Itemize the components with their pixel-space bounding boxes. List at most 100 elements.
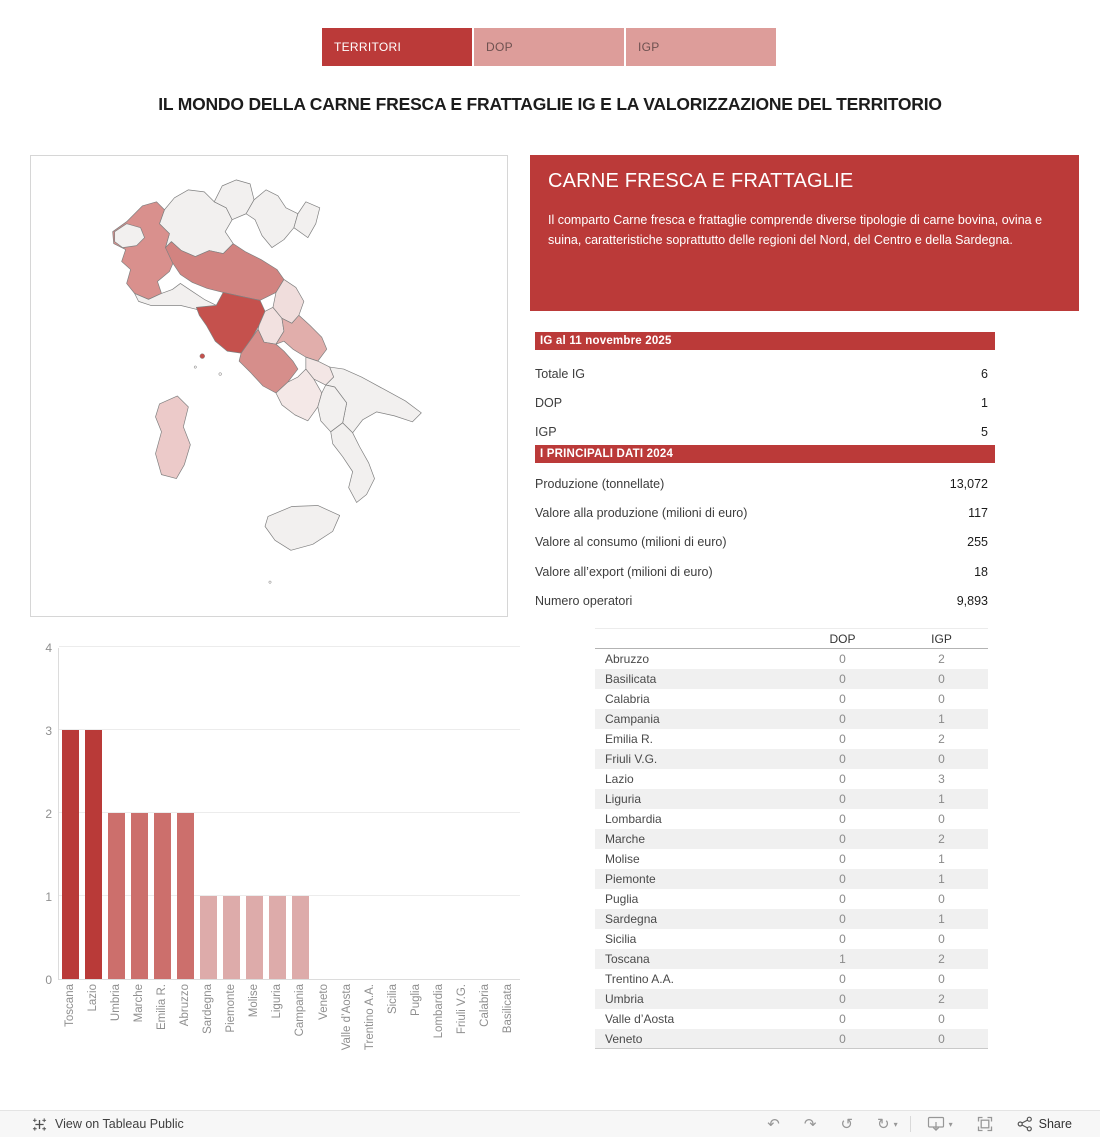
stat-label: Produzione (tonnellate) [535, 476, 665, 491]
bar-Liguria[interactable] [269, 896, 287, 979]
redo-icon[interactable]: ↷ [803, 1115, 817, 1133]
tab-territori[interactable]: TERRITORI [322, 28, 472, 66]
bar-Sardegna[interactable] [200, 896, 218, 979]
table-row[interactable]: Valle d’Aosta 0 0 [595, 1009, 988, 1029]
table-row[interactable]: Lazio 0 3 [595, 769, 988, 789]
tableau-logo-icon [32, 1117, 47, 1131]
table-cell-region: Basilicata [605, 672, 657, 686]
refresh-icon[interactable]: ↻ [877, 1115, 890, 1133]
table-cell-igp: 0 [938, 1012, 945, 1026]
table-cell-igp: 0 [938, 672, 945, 686]
table-row[interactable]: Trentino A.A. 0 0 [595, 969, 988, 989]
table-row[interactable]: Puglia 0 0 [595, 889, 988, 909]
table-cell-dop: 0 [839, 712, 846, 726]
download-caret-icon[interactable]: ▾ [948, 1119, 953, 1129]
table-row[interactable]: Lombardia 0 0 [595, 809, 988, 829]
fullscreen-icon[interactable] [977, 1116, 993, 1132]
map-region-sardegna[interactable] [155, 395, 191, 479]
table-row[interactable]: Liguria 0 1 [595, 789, 988, 809]
bar-Abruzzo[interactable] [177, 813, 195, 979]
bar-Campania[interactable] [292, 896, 310, 979]
table-row[interactable]: Piemonte 0 1 [595, 869, 988, 889]
table-row[interactable]: Marche 0 2 [595, 829, 988, 849]
map-region-veneto[interactable] [245, 189, 299, 248]
table-row[interactable]: Molise 0 1 [595, 849, 988, 869]
table-cell-region: Trentino A.A. [605, 972, 674, 986]
table-cell-dop: 0 [839, 1031, 846, 1046]
table-row[interactable]: Toscana 1 2 [595, 949, 988, 969]
stat-value: 6 [981, 366, 988, 381]
map-region-toscana[interactable] [195, 292, 266, 354]
table-row[interactable]: Calabria 0 0 [595, 689, 988, 709]
table-row[interactable]: Friuli V.G. 0 0 [595, 749, 988, 769]
revert-icon[interactable]: ↺ [840, 1115, 854, 1133]
tab-dop[interactable]: DOP [474, 28, 624, 66]
table-cell-region: Veneto [605, 1031, 643, 1046]
map-region-friuli[interactable] [293, 201, 321, 238]
stat-label: Valore alla produzione (milioni di euro) [535, 506, 748, 521]
table-cell-dop: 0 [839, 852, 846, 866]
table-cell-igp: 0 [938, 972, 945, 986]
stat-label: IGP [535, 424, 557, 439]
table-cell-dop: 0 [839, 772, 846, 786]
share-label: Share [1038, 1117, 1072, 1131]
map-region-lazio[interactable] [238, 328, 299, 394]
map-region-calabria[interactable] [330, 422, 375, 503]
download-icon[interactable] [927, 1116, 945, 1132]
table-row[interactable]: Umbria 0 2 [595, 989, 988, 1009]
bar-Piemonte[interactable] [223, 896, 241, 979]
x-tick-label: Veneto [317, 984, 330, 1020]
bar-Emilia R.[interactable] [154, 813, 172, 979]
bar-Toscana[interactable] [62, 730, 80, 979]
table-cell-region: Piemonte [605, 872, 656, 886]
bar-slot [243, 896, 266, 979]
italy-choropleth-map [112, 179, 422, 584]
table-cell-igp: 1 [938, 712, 945, 726]
tableau-footer-toolbar: View on Tableau Public ↶ ↷ ↺ ↻ ▾ ▾ [0, 1110, 1100, 1137]
table-row[interactable]: Sardegna 0 1 [595, 909, 988, 929]
dop-column-header: DOP [829, 631, 856, 646]
table-cell-igp: 1 [938, 852, 945, 866]
x-tick-label: Sardegna [202, 984, 215, 1034]
bar-Umbria[interactable] [108, 813, 126, 979]
table-cell-region: Friuli V.G. [605, 752, 658, 766]
bar-Molise[interactable] [246, 896, 264, 979]
table-cell-region: Molise [605, 852, 640, 866]
table-cell-igp: 0 [938, 892, 945, 906]
bar-slot [174, 813, 197, 979]
table-row[interactable]: Basilicata 0 0 [595, 669, 988, 689]
bar-Lazio[interactable] [85, 730, 103, 979]
map-region-valle-daosta[interactable] [114, 223, 145, 248]
tab-igp[interactable]: IGP [626, 28, 776, 66]
table-row[interactable]: Veneto 0 0 [595, 1029, 988, 1049]
refresh-caret-icon[interactable]: ▾ [893, 1119, 898, 1129]
table-row[interactable]: Sicilia 0 0 [595, 929, 988, 949]
bar-slot [197, 896, 220, 979]
bar-slot [289, 896, 312, 979]
table-row[interactable]: Abruzzo 0 2 [595, 649, 988, 669]
share-button[interactable]: Share [1017, 1116, 1072, 1132]
view-on-tableau-public-link[interactable]: View on Tableau Public [32, 1117, 184, 1132]
dati-section-header: I PRINCIPALI DATI 2024 [535, 445, 995, 463]
gridline [59, 646, 520, 647]
table-cell-igp: 2 [938, 992, 945, 1006]
table-cell-igp: 0 [938, 812, 945, 826]
stat-label: DOP [535, 395, 563, 410]
table-cell-dop: 0 [839, 872, 846, 886]
table-cell-igp: 2 [938, 732, 945, 746]
map-region-sicilia[interactable] [264, 505, 341, 551]
x-tick-label: Marche [132, 984, 145, 1023]
gridline [59, 895, 520, 896]
table-row[interactable]: Emilia R. 0 2 [595, 729, 988, 749]
stat-row: Valore alla produzione (milioni di euro)… [535, 498, 988, 527]
map-region-abruzzo[interactable] [275, 314, 328, 362]
undo-icon[interactable]: ↶ [767, 1115, 780, 1133]
map-region-basilicata[interactable] [317, 384, 348, 433]
x-tick-label: Basilicata [502, 984, 515, 1034]
x-tick-label: Piemonte [225, 984, 238, 1033]
bar-Marche[interactable] [131, 813, 149, 979]
table-cell-igp: 2 [938, 832, 945, 846]
table-cell-dop: 0 [839, 912, 846, 926]
table-row[interactable]: Campania 0 1 [595, 709, 988, 729]
